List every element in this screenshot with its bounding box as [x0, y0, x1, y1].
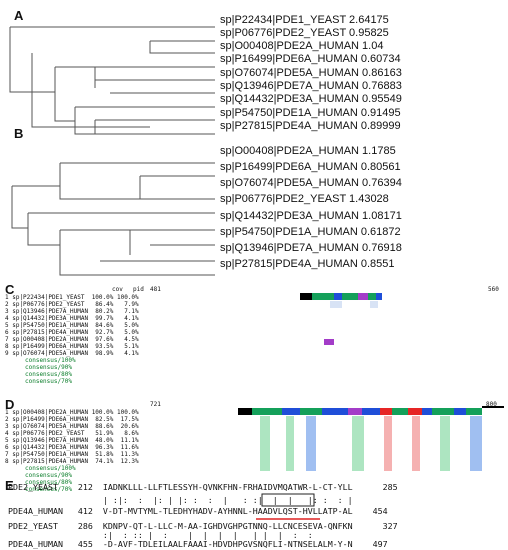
panel-d-consensus-90: consensus/90%	[25, 472, 72, 479]
leaf-b-4: sp|P06776|PDE2_YEAST 1.43028	[220, 193, 389, 205]
panel-d-rows: 1 sp|O00408|PDE2A_HUMAN 100.0% 100.0% 2 …	[5, 409, 139, 503]
panel-c-row-1: 1 sp|P22434|PDE1_YEAST 100.0% 100.0%	[5, 294, 139, 301]
panel-c-row-7: 7 sp|O00408|PDE2A_HUMAN 97.6% 4.5%	[5, 336, 139, 343]
panel-a-label: A	[14, 8, 24, 23]
leaf-a-2: sp|P06776|PDE2_YEAST 0.95825	[220, 27, 389, 39]
panel-c-row-3: 3 sp|Q13946|PDE7A_HUMAN 80.2% 7.1%	[5, 308, 139, 315]
leaf-a-8: sp|P54750|PDE1A_HUMAN 0.91495	[220, 107, 401, 119]
panel-c-row-5: 5 sp|P54750|PDE1A_HUMAN 84.6% 5.0%	[5, 322, 139, 329]
leaf-a-6: sp|Q13946|PDE7A_HUMAN 0.76883	[220, 80, 402, 92]
panel-c-row-9: 9 sp|O76074|PDE5A_HUMAN 98.9% 4.1%	[5, 350, 139, 357]
panel-d-consensus-80: consensus/80%	[25, 479, 72, 486]
panel-d-consensus-70: consensus/70%	[25, 486, 72, 493]
panel-d-row-6: 6 sp|Q14432|PDE3A_HUMAN 96.3% 11.6%	[5, 444, 139, 451]
panel-c-label: C	[5, 282, 15, 297]
panel-c-row-8: 8 sp|P16499|PDE6A_HUMAN 93.5% 5.1%	[5, 343, 139, 350]
panel-c-consensus-70: consensus/70%	[25, 378, 72, 385]
panel-e-line-5: :| : :: | : | | | | | | | : :	[8, 530, 313, 540]
panel-c-range-end: 560	[488, 286, 499, 293]
panel-c-consensus-80: consensus/80%	[25, 371, 72, 378]
tree-a-branches	[9, 26, 215, 276]
panel-d-row-8: 8 sp|P27815|PDE4A_HUMAN 74.1% 12.3%	[5, 458, 139, 465]
leaf-b-7: sp|Q13946|PDE7A_HUMAN 0.76918	[220, 242, 402, 254]
leaf-b-5: sp|Q14432|PDE3A_HUMAN 1.08171	[220, 210, 402, 222]
leaf-b-2: sp|P16499|PDE6A_HUMAN 0.80561	[220, 161, 401, 173]
leaf-a-7: sp|Q14432|PDE3A_HUMAN 0.95549	[220, 93, 402, 105]
panel-e-line-2: | :|: : |: | |: : : | : :| | | |: : : |	[8, 495, 353, 505]
panel-d-consensus-100: consensus/100%	[25, 465, 76, 472]
panel-c-row-2: 2 sp|P06776|PDE2_YEAST 86.4% 7.9%	[5, 301, 139, 308]
panel-d-row-3: 3 sp|O76074|PDE5A_HUMAN 88.6% 20.6%	[5, 423, 139, 430]
panel-d-range-end: 800	[486, 401, 497, 408]
leaf-a-5: sp|O76074|PDE5A_HUMAN 0.86163	[220, 67, 402, 79]
panel-b-label: B	[14, 126, 24, 141]
leaf-a-9: sp|P27815|PDE4A_HUMAN 0.89999	[220, 120, 401, 132]
panel-c-row-4: 4 sp|Q14432|PDE3A_HUMAN 99.7% 4.1%	[5, 315, 139, 322]
leaf-a-3: sp|O00408|PDE2A_HUMAN 1.04	[220, 40, 384, 52]
panel-e-label: E	[5, 478, 14, 493]
panel-c-highlight-blocks	[300, 293, 382, 345]
panel-e-line-4: PDE2_YEAST 286 KDNPV-QT-L-LLC-M-AA-IGHDV…	[8, 521, 398, 531]
leaf-b-6: sp|P54750|PDE1A_HUMAN 0.61872	[220, 226, 401, 238]
panel-c-range-start: 481	[150, 286, 161, 293]
panel-c-header-pid: pid	[133, 286, 144, 293]
panel-d-row-1: 1 sp|O00408|PDE2A_HUMAN 100.0% 100.0%	[5, 409, 139, 416]
panel-d-row-4: 4 sp|P06776|PDE2_YEAST 51.9% 8.6%	[5, 430, 139, 437]
panel-c-consensus-100: consensus/100%	[25, 357, 76, 364]
leaf-b-8: sp|P27815|PDE4A_HUMAN 0.8551	[220, 258, 395, 270]
panel-c-rows: 1 sp|P22434|PDE1_YEAST 100.0% 100.0% 2 s…	[5, 294, 139, 395]
panel-c-row-6: 6 sp|P27815|PDE4A_HUMAN 92.7% 5.0%	[5, 329, 139, 336]
leaf-a-1: sp|P22434|PDE1_YEAST 2.64175	[220, 14, 389, 26]
panel-d-row-2: 2 sp|P16499|PDE6A_HUMAN 82.5% 17.5%	[5, 416, 139, 423]
panel-d-row-5: 5 sp|Q13946|PDE7A_HUMAN 48.0% 11.1%	[5, 437, 139, 444]
panel-e-line-1: PDE2_YEAST 212 IADNKLLL-LLFTLESSYH-QVNKF…	[8, 482, 398, 492]
panel-c-header-cov: cov	[112, 286, 123, 293]
panel-e-line-3: PDE4A_HUMAN 412 V-DT-MVTYML-TLEDHYHADV-A…	[8, 506, 388, 516]
panel-d-range-start: 721	[150, 401, 161, 408]
leaf-b-1: sp|O00408|PDE2A_HUMAN 1.1785	[220, 145, 396, 157]
panel-d-label: D	[5, 397, 15, 412]
leaf-a-4: sp|P16499|PDE6A_HUMAN 0.60734	[220, 53, 401, 65]
panel-d-highlight-blocks	[238, 406, 504, 471]
panel-e-line-6: PDE4A_HUMAN 455 -D-AVF-TDLEILAALFAAAI-HD…	[8, 539, 388, 549]
panel-d-row-7: 7 sp|P54750|PDE1A_HUMAN 51.8% 11.3%	[5, 451, 139, 458]
panel-e-box	[261, 493, 315, 507]
panel-c-consensus-90: consensus/90%	[25, 364, 72, 371]
leaf-b-3: sp|O76074|PDE5A_HUMAN 0.76394	[220, 177, 402, 189]
